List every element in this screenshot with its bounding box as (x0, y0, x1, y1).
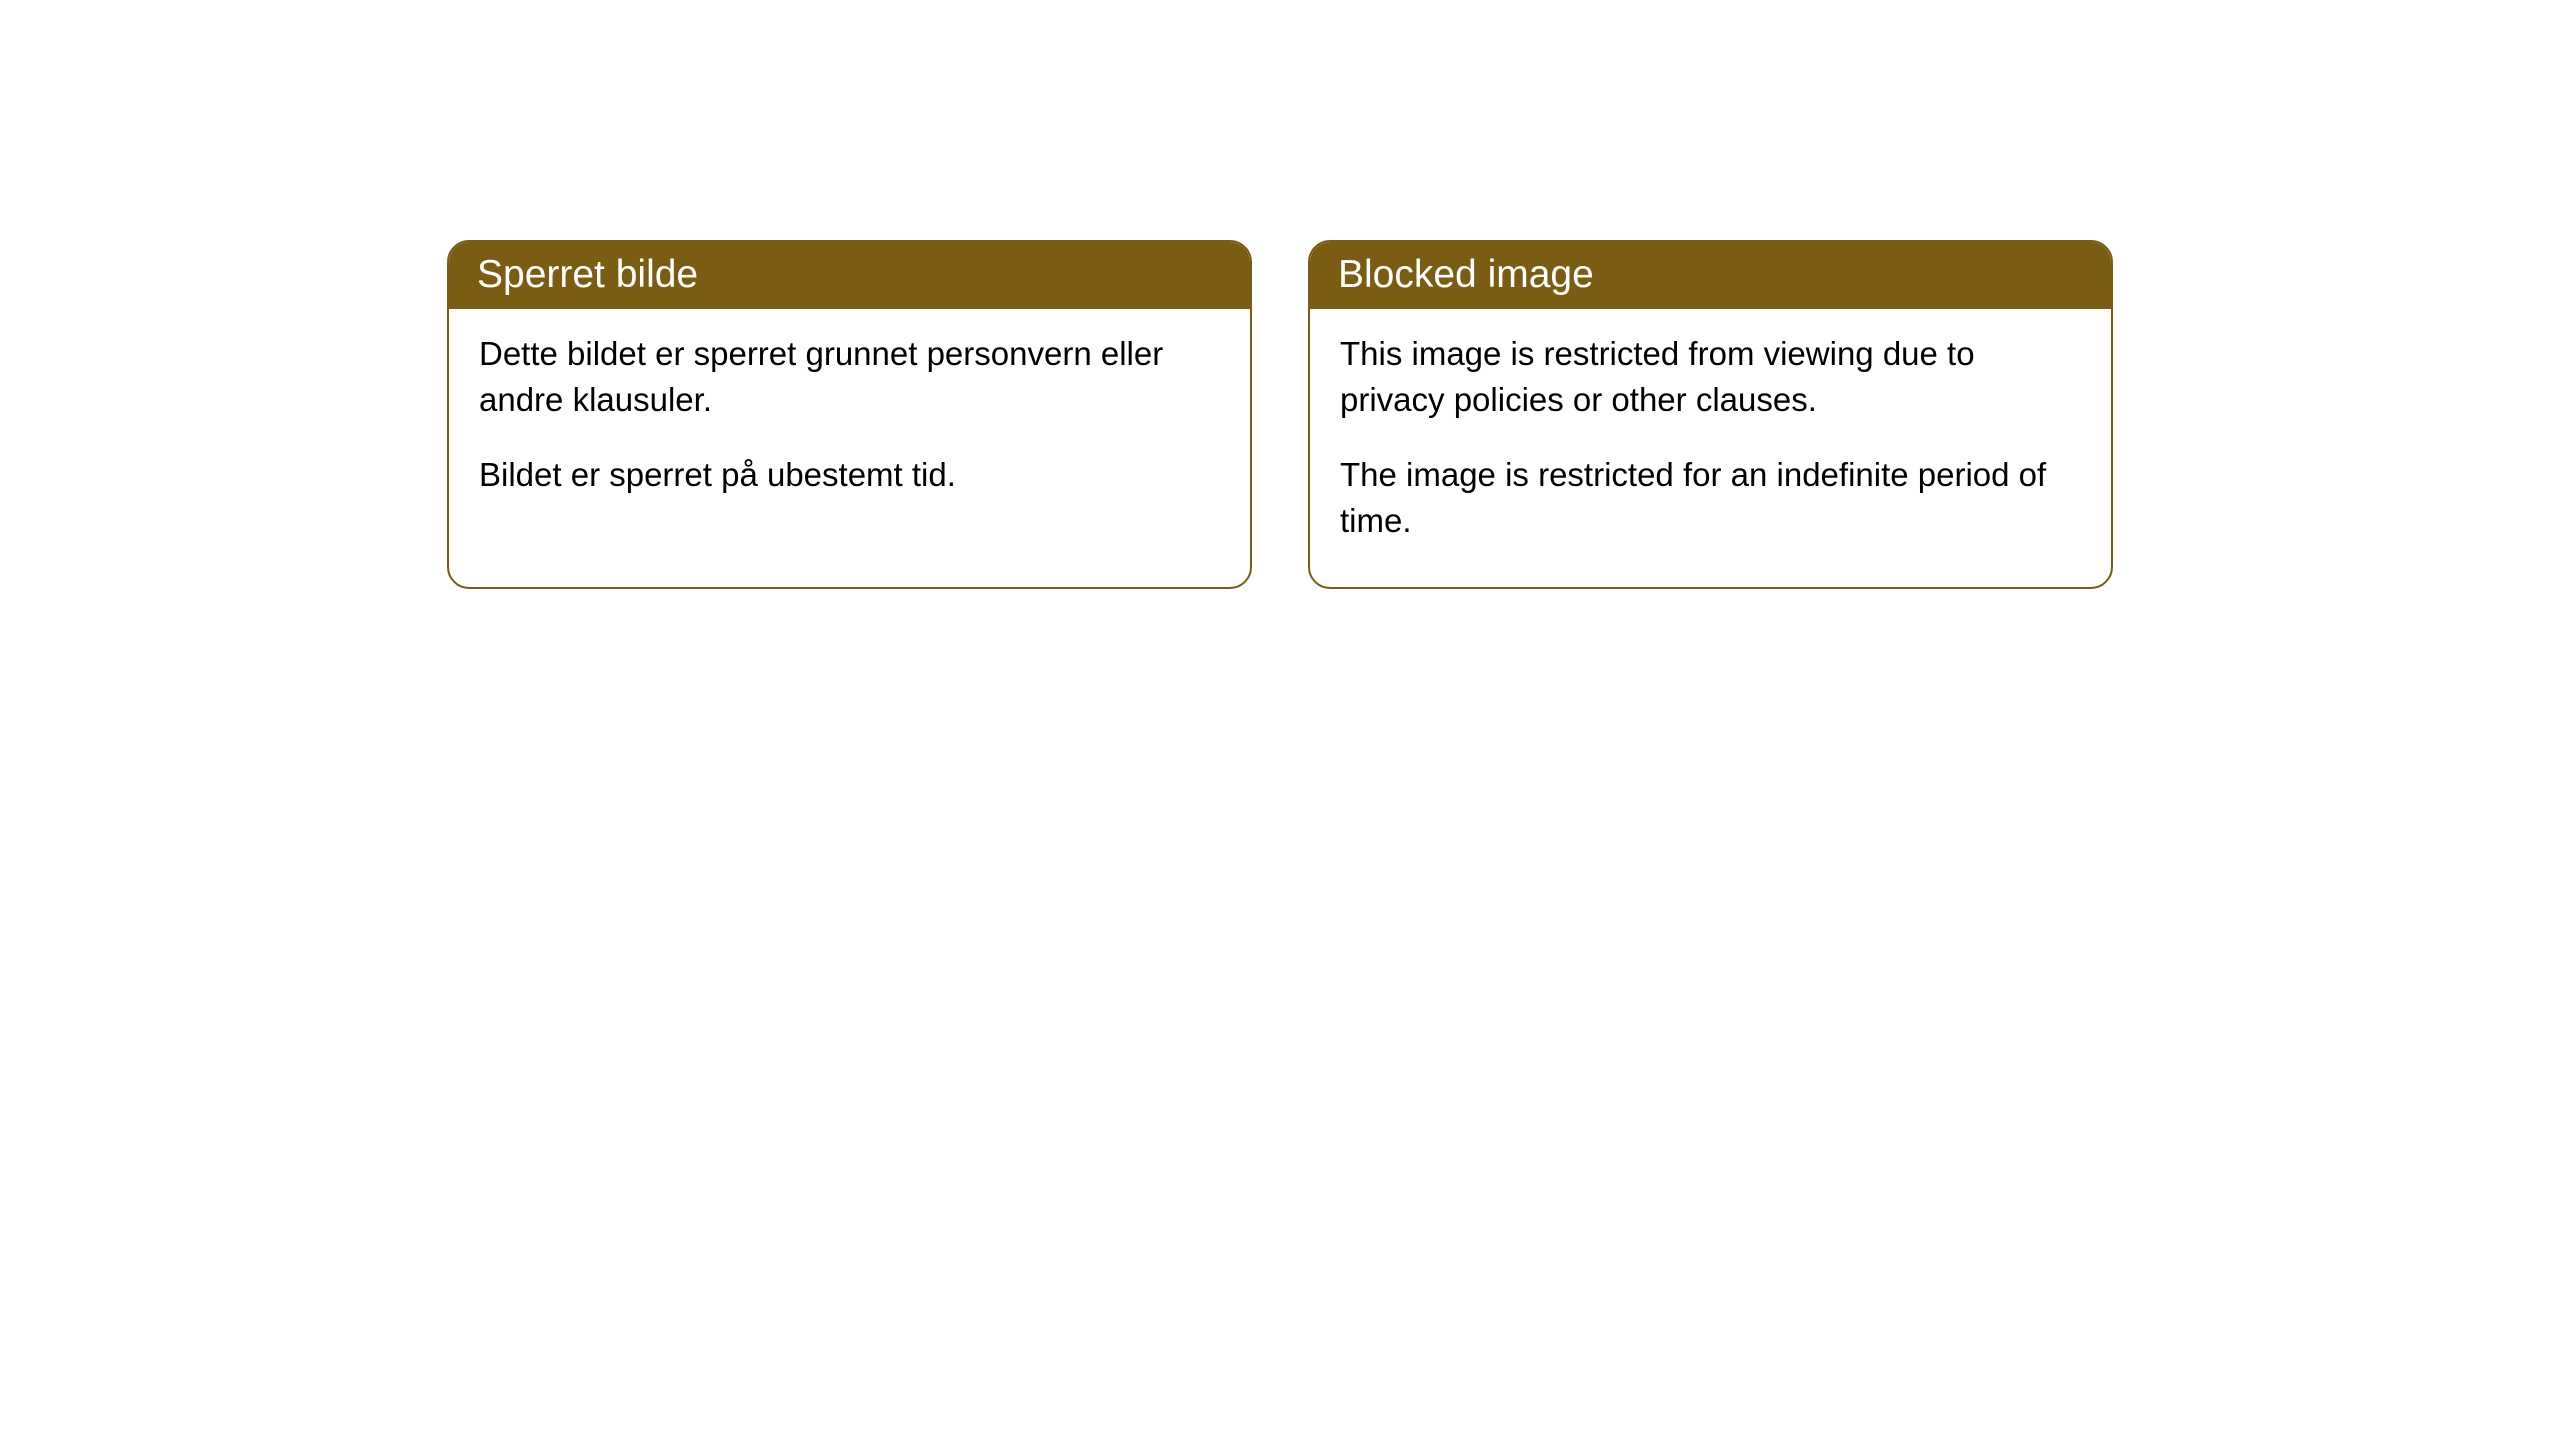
card-paragraph-2: The image is restricted for an indefinit… (1340, 452, 2081, 543)
card-header: Sperret bilde (449, 242, 1250, 309)
card-paragraph-1: This image is restricted from viewing du… (1340, 331, 2081, 422)
card-body: Dette bildet er sperret grunnet personve… (449, 309, 1250, 542)
notice-card-english: Blocked image This image is restricted f… (1308, 240, 2113, 589)
card-header: Blocked image (1310, 242, 2111, 309)
card-paragraph-2: Bildet er sperret på ubestemt tid. (479, 452, 1220, 498)
card-paragraph-1: Dette bildet er sperret grunnet personve… (479, 331, 1220, 422)
notice-card-norwegian: Sperret bilde Dette bildet er sperret gr… (447, 240, 1252, 589)
notice-cards-container: Sperret bilde Dette bildet er sperret gr… (0, 240, 2560, 589)
card-body: This image is restricted from viewing du… (1310, 309, 2111, 587)
